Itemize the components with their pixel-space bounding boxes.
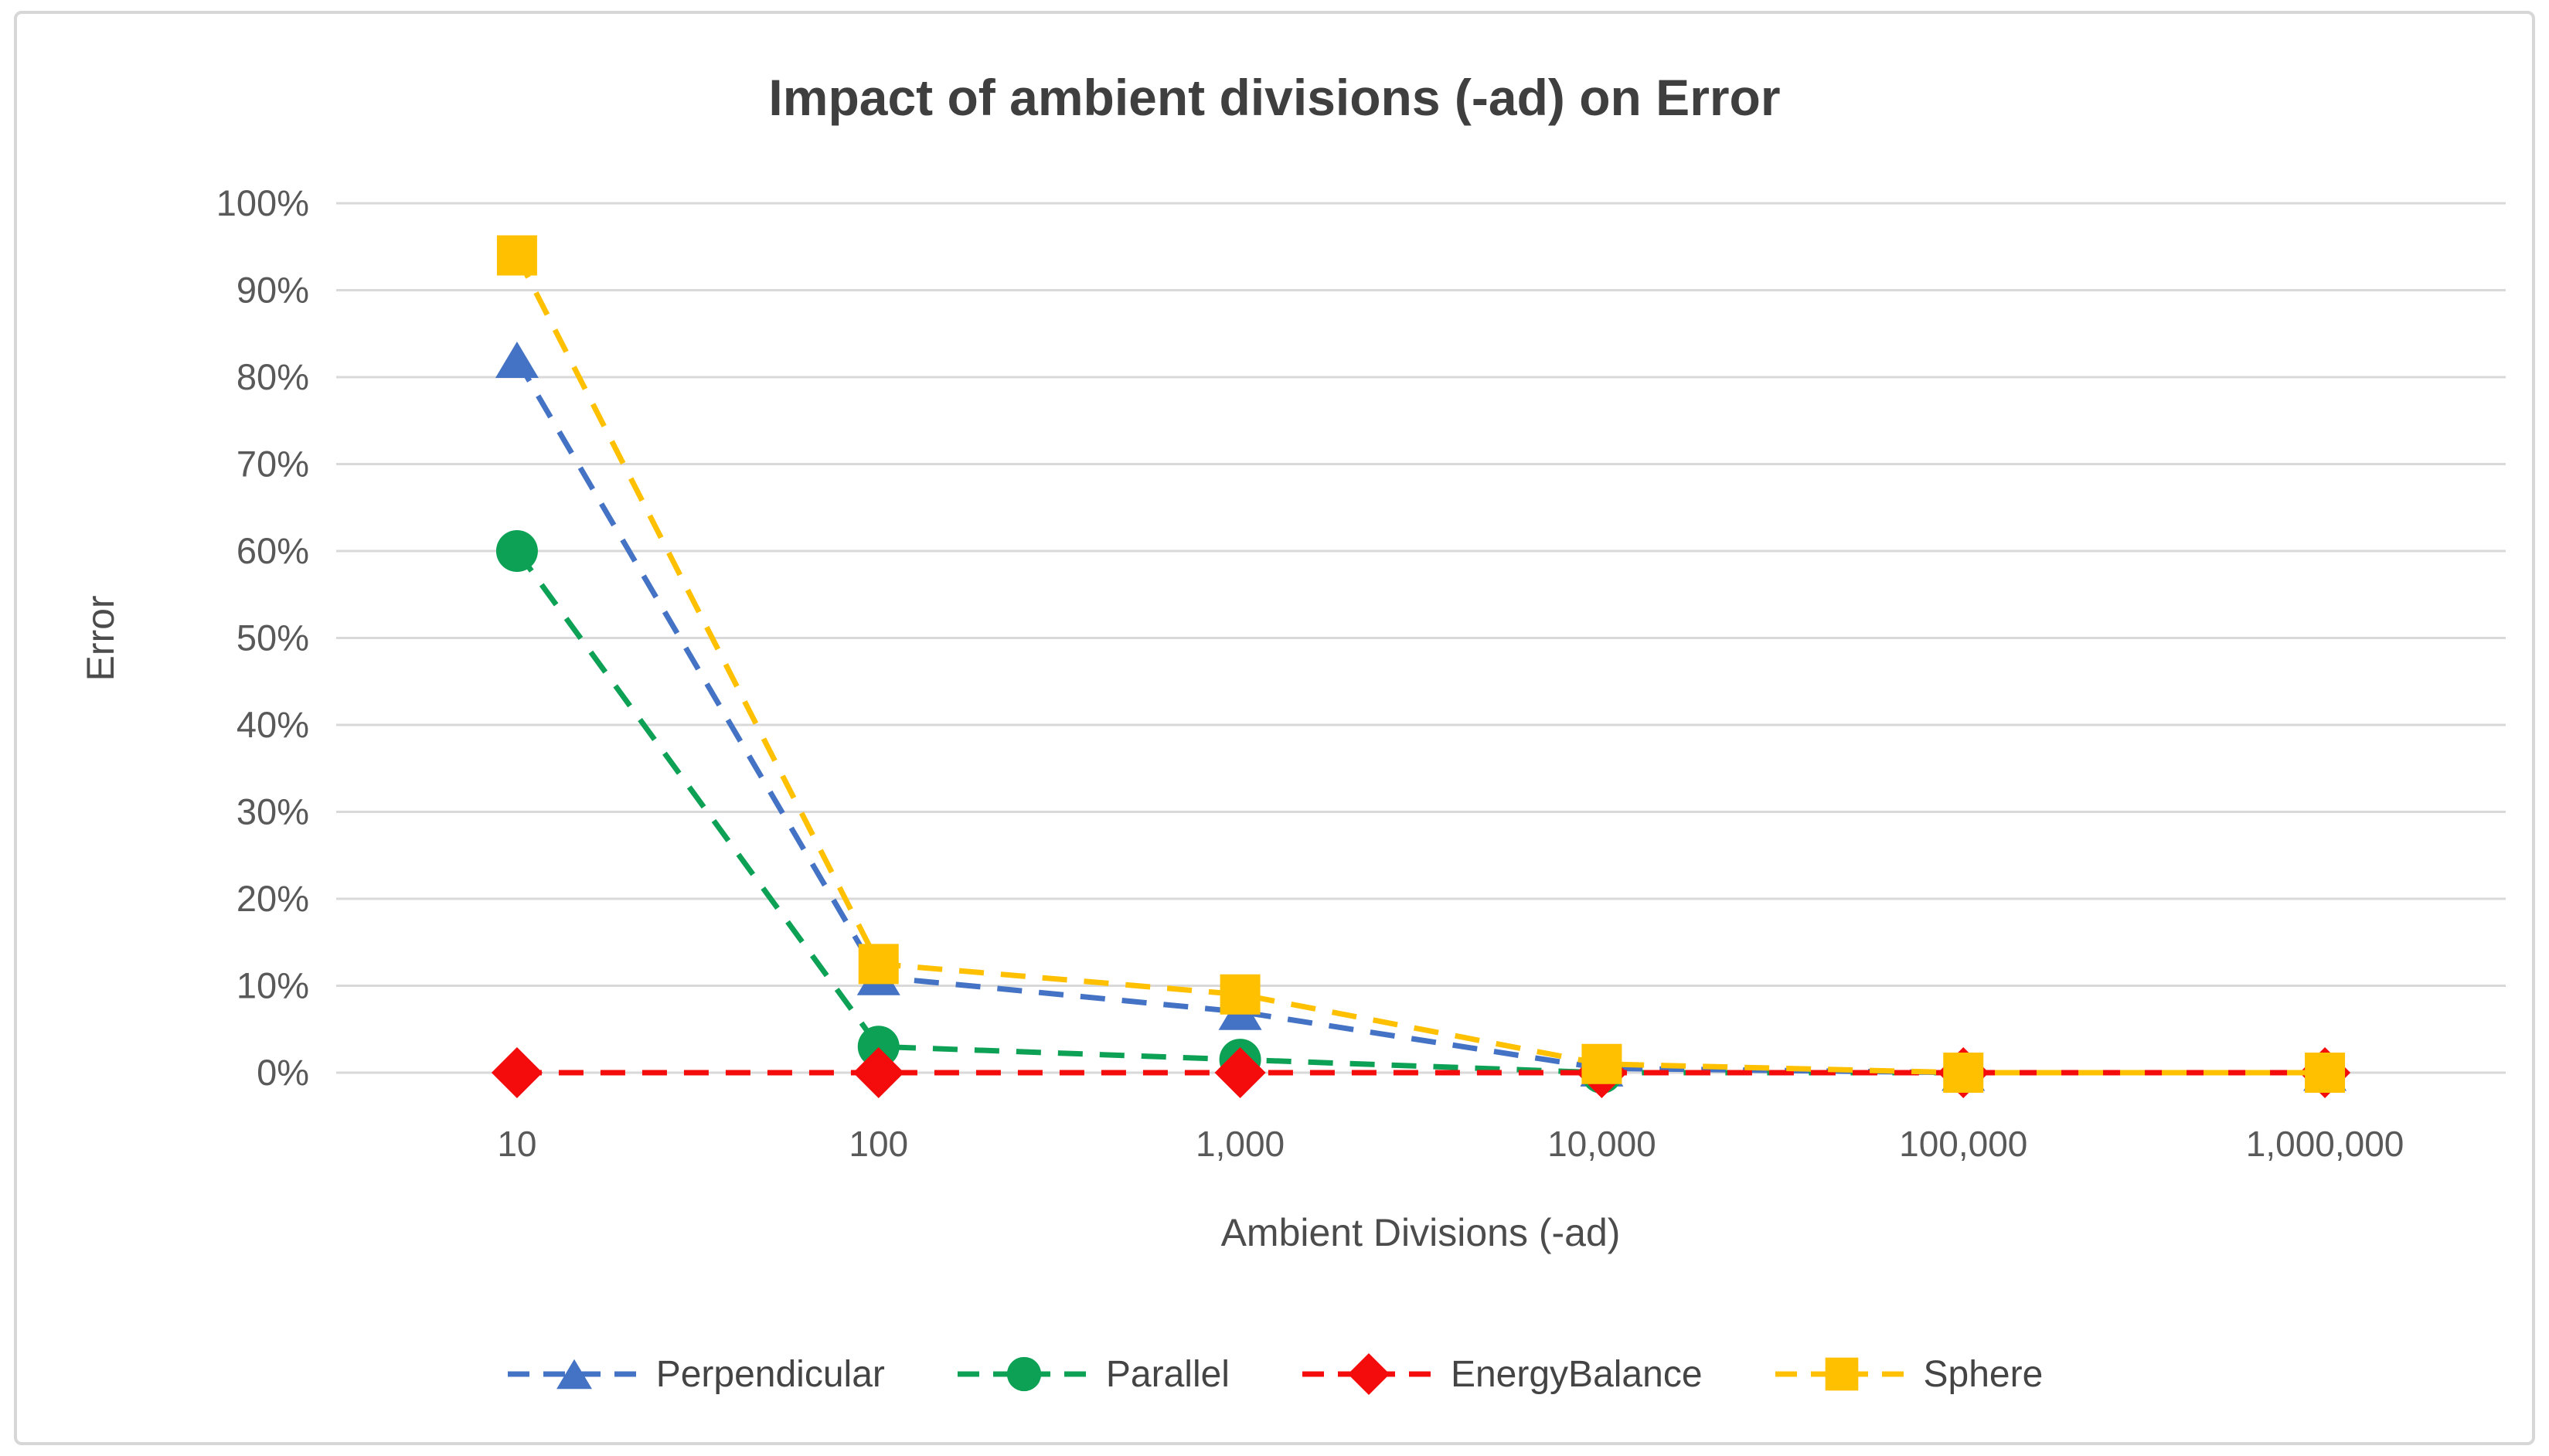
legend-item-energybalance: EnergyBalance xyxy=(1301,1352,1703,1396)
square-marker xyxy=(858,944,899,985)
square-marker xyxy=(1220,974,1261,1015)
y-tick-label: 90% xyxy=(237,270,309,311)
series-line-perpendicular xyxy=(514,358,2326,1076)
legend-label: Perpendicular xyxy=(655,1353,885,1395)
x-tick-label: 1,000 xyxy=(1196,1124,1285,1164)
legend-item-parallel: Parallel xyxy=(956,1352,1230,1396)
legend-label: Sphere xyxy=(1923,1353,2044,1395)
circle-marker xyxy=(1006,1356,1042,1392)
chart-frame xyxy=(14,11,2535,1445)
y-tick-label: 40% xyxy=(237,704,309,745)
diamond-legend-icon xyxy=(1302,1352,1435,1396)
diamond-marker xyxy=(1214,1047,1266,1098)
legend-item-sphere: Sphere xyxy=(1774,1352,2044,1396)
x-tick-label: 100 xyxy=(849,1124,908,1164)
legend-label: EnergyBalance xyxy=(1450,1353,1703,1395)
y-tick-label: 70% xyxy=(237,444,309,485)
y-tick-label: 60% xyxy=(237,530,309,571)
square-marker xyxy=(1825,1357,1858,1391)
triangle-legend-icon xyxy=(507,1359,641,1390)
triangle-marker xyxy=(556,1359,592,1390)
square-legend-icon xyxy=(1775,1357,1908,1391)
x-tick-label: 10,000 xyxy=(1547,1124,1656,1164)
series-line-sphere xyxy=(514,253,2326,1076)
square-marker xyxy=(2305,1053,2346,1093)
x-tick-label: 10 xyxy=(497,1124,536,1164)
y-tick-label: 100% xyxy=(216,182,309,223)
x-axis-title: Ambient Divisions (-ad) xyxy=(1220,1211,1621,1254)
x-tick-label: 100,000 xyxy=(1899,1124,2027,1164)
square-marker xyxy=(496,235,537,276)
square-marker xyxy=(1581,1043,1622,1084)
y-tick-label: 20% xyxy=(237,878,309,919)
chart-title: Impact of ambient divisions (-ad) on Err… xyxy=(768,69,1781,126)
triangle-marker xyxy=(495,342,539,378)
y-tick-label: 80% xyxy=(237,356,309,397)
y-tick-label: 30% xyxy=(237,791,309,832)
circle-marker xyxy=(857,1026,900,1068)
legend: Perpendicular Parallel EnergyBalance Sphere xyxy=(0,1328,2549,1420)
y-tick-label: 0% xyxy=(257,1052,309,1093)
diamond-marker xyxy=(1347,1352,1390,1396)
diamond-marker xyxy=(491,1047,543,1098)
legend-item-perpendicular: Perpendicular xyxy=(506,1352,885,1396)
circle-marker xyxy=(495,530,538,572)
y-tick-label: 10% xyxy=(237,965,309,1006)
square-marker xyxy=(1943,1053,1984,1093)
circle-legend-icon xyxy=(957,1356,1091,1392)
y-tick-label: 50% xyxy=(237,617,309,658)
x-tick-label: 1,000,000 xyxy=(2246,1124,2404,1164)
y-axis-title: Error xyxy=(79,595,122,682)
diamond-marker xyxy=(853,1047,904,1098)
legend-label: Parallel xyxy=(1105,1353,1230,1395)
